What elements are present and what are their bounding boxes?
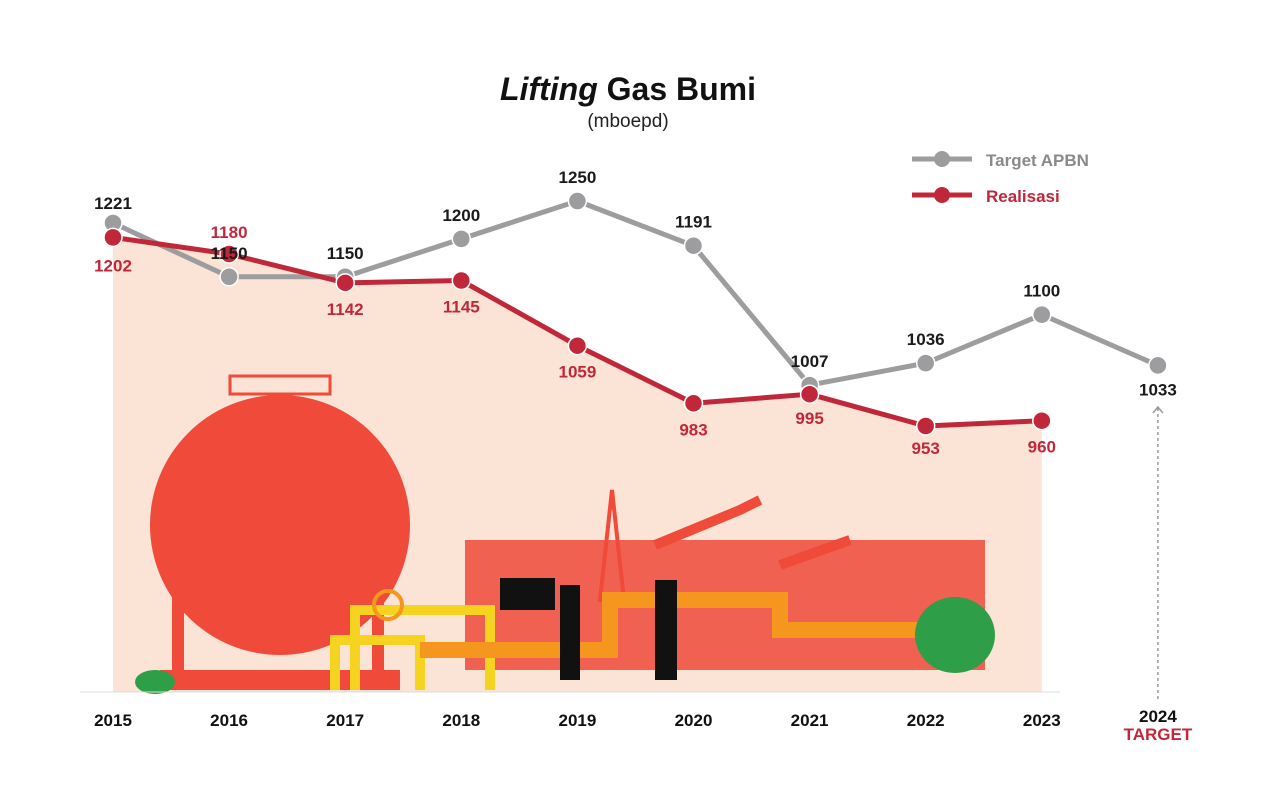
- grass: [135, 670, 175, 694]
- data-point-target: [1032, 304, 1052, 325]
- data-point-target: [683, 235, 704, 256]
- worker-silhouette: [655, 580, 677, 680]
- pump-jack: [653, 495, 763, 550]
- data-label-realisasi: 995: [795, 409, 823, 428]
- oil-gas-illustration: [135, 374, 995, 694]
- data-label-target: 1191: [675, 213, 712, 232]
- data-label-realisasi: 1180: [211, 223, 248, 242]
- legend-label-target: Target APBN: [986, 151, 1089, 170]
- data-label-realisasi: 953: [912, 439, 940, 458]
- data-label-realisasi: 983: [679, 420, 707, 439]
- worker-silhouette: [560, 585, 580, 680]
- data-point-realisasi: [915, 416, 936, 436]
- chart-title: Lifting Gas Bumi: [500, 71, 756, 107]
- data-label-target: 1250: [558, 168, 596, 187]
- legend-marker-realisasi: [934, 187, 950, 203]
- legend-label-realisasi: Realisasi: [986, 187, 1060, 206]
- tank-base: [160, 670, 400, 690]
- data-label-target: 1221: [94, 194, 132, 213]
- series-line-target: [111, 198, 1159, 388]
- data-label-target: 1036: [907, 330, 945, 349]
- data-label-realisasi: 1142: [327, 300, 364, 319]
- machine: [500, 578, 555, 610]
- data-label-target: 1033: [1139, 380, 1177, 399]
- data-point-realisasi: [1032, 410, 1052, 431]
- data-label-target: 1150: [211, 244, 248, 263]
- gas-tank: [150, 395, 410, 655]
- data-label-target: 1200: [442, 206, 480, 225]
- legend-marker-target: [934, 151, 950, 167]
- data-point-realisasi: [103, 227, 123, 248]
- data-point-realisasi: [451, 270, 472, 291]
- x-tick-label: 2017: [326, 711, 364, 730]
- data-label-target: 1007: [791, 352, 829, 371]
- data-point-target: [567, 191, 588, 211]
- x-tick-label: 2020: [675, 711, 713, 730]
- x-tick-label: 2024: [1139, 707, 1177, 726]
- pump-jack: [778, 535, 852, 570]
- target-note-label: TARGET: [1124, 725, 1193, 744]
- data-label-realisasi: 1059: [558, 363, 596, 382]
- valve-wheel: [372, 589, 404, 621]
- data-label-realisasi: 1145: [443, 298, 480, 317]
- x-tick-label: 2015: [94, 711, 132, 730]
- x-tick-label: 2021: [791, 711, 829, 730]
- data-point-target: [451, 229, 472, 249]
- data-label-target: 1150: [327, 244, 364, 263]
- data-point-realisasi: [567, 335, 588, 356]
- tank-railing: [228, 374, 332, 396]
- bush: [915, 597, 995, 673]
- arrow-head-icon: [1152, 405, 1164, 414]
- chart-subtitle: (mboepd): [587, 111, 668, 132]
- x-tick-label: 2023: [1023, 711, 1061, 730]
- data-label-target: 1100: [1023, 282, 1060, 301]
- data-point-target: [1148, 355, 1168, 376]
- data-point-realisasi: [683, 393, 704, 414]
- x-tick-label: 2016: [210, 711, 248, 730]
- data-label-realisasi: 1202: [94, 256, 132, 275]
- legend: Target APBN Realisasi: [912, 151, 1089, 206]
- data-label-realisasi: 960: [1028, 438, 1056, 457]
- x-tick-label: 2018: [442, 711, 480, 730]
- data-point-realisasi: [799, 384, 820, 404]
- data-point-realisasi: [219, 244, 239, 264]
- x-tick-label: 2019: [558, 711, 596, 730]
- data-point-target: [915, 353, 936, 373]
- x-tick-label: 2022: [907, 711, 945, 730]
- data-point-target: [219, 267, 239, 287]
- data-point-realisasi: [335, 273, 355, 293]
